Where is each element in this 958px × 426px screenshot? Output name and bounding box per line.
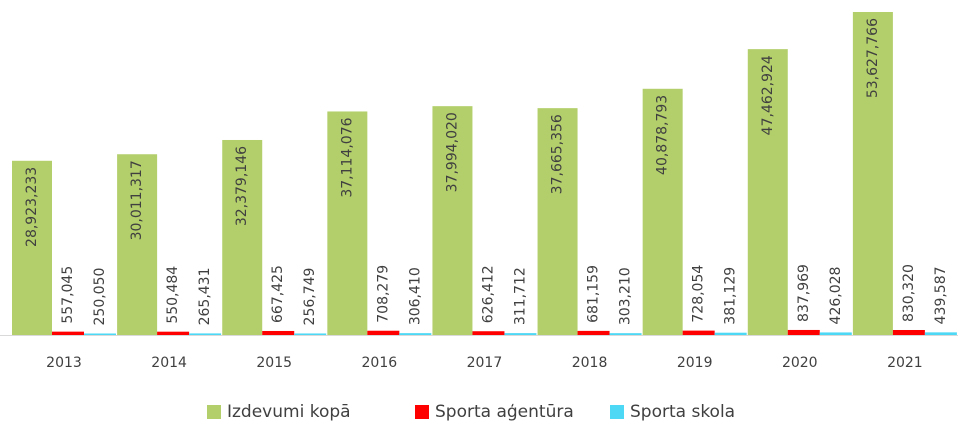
value-label: 250,050 [92, 268, 108, 326]
bar [609, 333, 642, 335]
bar [852, 12, 893, 335]
bar [189, 333, 222, 335]
value-label: 303,210 [618, 267, 634, 325]
value-label: 381,129 [723, 267, 739, 325]
x-tick-label: 2018 [572, 355, 608, 371]
value-label: 53,627,766 [865, 18, 881, 98]
x-tick-label: 2014 [151, 355, 187, 371]
legend-label: Sporta aģentūra [435, 402, 574, 422]
bar [642, 88, 683, 336]
bar [714, 332, 747, 335]
value-label: 830,320 [901, 264, 917, 322]
value-label: 37,994,020 [444, 112, 460, 192]
legend-label: Izdevumi kopā [227, 402, 351, 422]
value-label: 626,412 [480, 265, 496, 323]
x-tick-label: 2016 [362, 355, 398, 371]
x-tick-label: 2020 [782, 355, 818, 371]
value-label: 37,114,076 [339, 117, 355, 197]
value-label: 708,279 [375, 265, 391, 323]
bar [472, 331, 505, 335]
bar [84, 333, 116, 335]
x-tick-label: 2017 [467, 355, 503, 371]
bar [787, 329, 820, 335]
x-tick-label: 2015 [256, 355, 292, 371]
legend-label: Sporta skola [630, 402, 735, 422]
x-tick-label: 2019 [677, 355, 713, 371]
value-label: 28,923,233 [24, 167, 40, 247]
value-label: 265,431 [197, 267, 213, 325]
value-label: 306,410 [407, 267, 423, 325]
bar [52, 331, 84, 335]
bar [819, 332, 852, 335]
bar [367, 330, 400, 335]
value-label: 667,425 [270, 265, 286, 323]
bar [747, 49, 788, 336]
bar [577, 330, 610, 335]
value-label: 681,159 [586, 265, 602, 323]
bar [12, 160, 52, 335]
value-label: 728,054 [691, 265, 707, 323]
value-label: 837,969 [796, 264, 812, 322]
bar [262, 330, 295, 335]
value-label: 557,045 [60, 266, 76, 324]
legend-swatch [610, 405, 624, 419]
bar [117, 154, 158, 335]
value-label: 426,028 [828, 267, 844, 325]
bar [892, 329, 925, 335]
value-label: 256,749 [302, 268, 318, 326]
legend-swatch [207, 405, 221, 419]
value-label: 47,462,924 [760, 55, 776, 135]
bar [222, 139, 263, 335]
value-label: 439,587 [933, 266, 949, 324]
value-label: 32,379,146 [234, 146, 250, 226]
value-label: 30,011,317 [129, 160, 145, 240]
value-label: 550,484 [165, 266, 181, 324]
bar [432, 106, 473, 335]
value-label: 40,878,793 [655, 95, 671, 175]
bar [682, 330, 715, 335]
bar [537, 108, 578, 335]
value-label: 311,712 [512, 267, 528, 325]
bar [924, 332, 957, 335]
bar [294, 333, 327, 335]
bar [399, 333, 432, 335]
bar [157, 331, 190, 335]
value-label: 37,665,356 [550, 114, 566, 194]
bar [327, 111, 368, 335]
legend-swatch [415, 405, 429, 419]
bar [504, 333, 537, 335]
x-tick-label: 2021 [887, 355, 923, 371]
x-tick-label: 2013 [46, 355, 82, 371]
